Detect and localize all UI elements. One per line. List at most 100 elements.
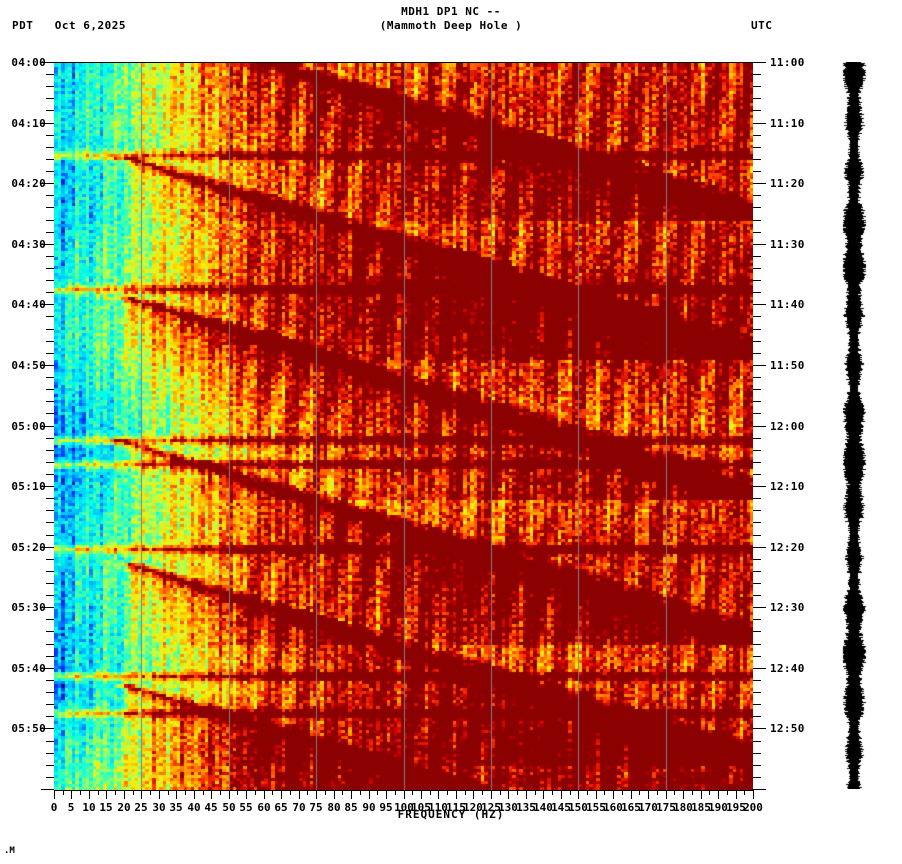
frequency-tick-label: 100 xyxy=(394,801,414,814)
frequency-tick-label: 175 xyxy=(656,801,676,814)
frequency-tick-label: 45 xyxy=(204,801,218,814)
frequency-tick-label: 95 xyxy=(379,801,393,814)
major-frequency-tick xyxy=(543,790,544,799)
major-time-tick xyxy=(41,607,54,608)
minor-time-tick xyxy=(46,777,54,778)
frequency-tick-label: 120 xyxy=(463,801,483,814)
major-time-tick xyxy=(41,244,54,245)
frequency-tick-label: 190 xyxy=(708,801,728,814)
minor-frequency-tick xyxy=(692,790,693,795)
major-frequency-tick xyxy=(596,790,597,799)
frequency-tick-label: 185 xyxy=(691,801,711,814)
minor-time-tick xyxy=(46,753,54,754)
minor-time-tick xyxy=(46,256,54,257)
major-time-tick xyxy=(41,426,54,427)
major-frequency-tick xyxy=(264,790,265,799)
major-frequency-tick xyxy=(613,790,614,799)
minor-time-tick xyxy=(46,595,54,596)
minor-time-tick xyxy=(46,498,54,499)
time-tick-label: 11:20 xyxy=(770,177,805,190)
major-frequency-tick xyxy=(299,790,300,799)
major-frequency-tick xyxy=(334,790,335,799)
major-frequency-tick xyxy=(648,790,649,799)
major-time-tick xyxy=(41,486,54,487)
frequency-tick-label: 50 xyxy=(222,801,236,814)
major-frequency-tick xyxy=(176,790,177,799)
frequency-tick-label: 150 xyxy=(568,801,588,814)
time-tick-label: 04:30 xyxy=(11,238,46,251)
minor-time-tick xyxy=(753,462,761,463)
major-time-tick xyxy=(41,547,54,548)
minor-time-tick xyxy=(46,86,54,87)
frequency-tick-label: 0 xyxy=(50,801,58,814)
corner-artifact-glyph: .M xyxy=(4,846,15,856)
frequency-tick-label: 195 xyxy=(726,801,746,814)
minor-time-tick xyxy=(46,474,54,475)
minor-time-tick xyxy=(46,535,54,536)
minor-time-tick xyxy=(46,74,54,75)
minor-time-tick xyxy=(753,86,761,87)
frequency-tick-label: 145 xyxy=(551,801,571,814)
minor-frequency-tick xyxy=(272,790,273,795)
major-frequency-tick xyxy=(246,790,247,799)
time-tick-label: 11:30 xyxy=(770,238,805,251)
minor-time-tick xyxy=(46,716,54,717)
minor-time-tick xyxy=(46,619,54,620)
major-frequency-tick xyxy=(666,790,667,799)
major-time-tick xyxy=(753,365,766,366)
minor-frequency-tick xyxy=(203,790,204,795)
minor-time-tick xyxy=(46,207,54,208)
minor-frequency-tick xyxy=(535,790,536,795)
frequency-tick-label: 35 xyxy=(169,801,183,814)
frequency-tick-label: 155 xyxy=(586,801,606,814)
minor-frequency-tick xyxy=(412,790,413,795)
minor-time-tick xyxy=(753,147,761,148)
minor-frequency-tick xyxy=(604,790,605,795)
helicorder-trace-canvas xyxy=(841,62,867,789)
minor-frequency-tick xyxy=(360,790,361,795)
minor-time-tick xyxy=(753,765,761,766)
major-frequency-tick xyxy=(421,790,422,799)
major-time-tick xyxy=(753,426,766,427)
minor-time-tick xyxy=(753,341,761,342)
minor-time-tick xyxy=(46,268,54,269)
minor-time-tick xyxy=(753,619,761,620)
spectrogram-plot-area[interactable] xyxy=(54,62,753,791)
minor-time-tick xyxy=(46,98,54,99)
major-frequency-tick xyxy=(141,790,142,799)
major-frequency-tick xyxy=(316,790,317,799)
minor-time-tick xyxy=(46,656,54,657)
major-frequency-tick xyxy=(561,790,562,799)
minor-time-tick xyxy=(46,292,54,293)
major-frequency-tick xyxy=(491,790,492,799)
frequency-tick-label: 200 xyxy=(743,801,763,814)
minor-frequency-tick xyxy=(290,790,291,795)
minor-time-tick xyxy=(753,159,761,160)
frequency-tick-label: 65 xyxy=(274,801,288,814)
minor-frequency-tick xyxy=(744,790,745,795)
minor-time-tick xyxy=(46,110,54,111)
major-frequency-tick xyxy=(106,790,107,799)
minor-frequency-tick xyxy=(115,790,116,795)
major-frequency-tick xyxy=(683,790,684,799)
minor-frequency-tick xyxy=(622,790,623,795)
minor-time-tick xyxy=(753,389,761,390)
minor-time-tick xyxy=(46,280,54,281)
minor-time-tick xyxy=(46,220,54,221)
frequency-tick-label: 90 xyxy=(362,801,376,814)
minor-frequency-tick xyxy=(185,790,186,795)
major-time-tick xyxy=(753,607,766,608)
minor-time-tick xyxy=(46,341,54,342)
major-frequency-tick xyxy=(54,790,55,799)
major-time-tick xyxy=(753,668,766,669)
time-tick-label: 05:40 xyxy=(11,662,46,675)
minor-frequency-tick xyxy=(674,790,675,795)
major-time-tick xyxy=(753,62,766,63)
major-frequency-tick xyxy=(194,790,195,799)
major-frequency-tick xyxy=(369,790,370,799)
minor-time-tick xyxy=(753,450,761,451)
major-frequency-tick xyxy=(631,790,632,799)
frequency-tick-label: 170 xyxy=(638,801,658,814)
major-time-tick xyxy=(41,728,54,729)
spectrogram-image[interactable] xyxy=(54,63,753,790)
